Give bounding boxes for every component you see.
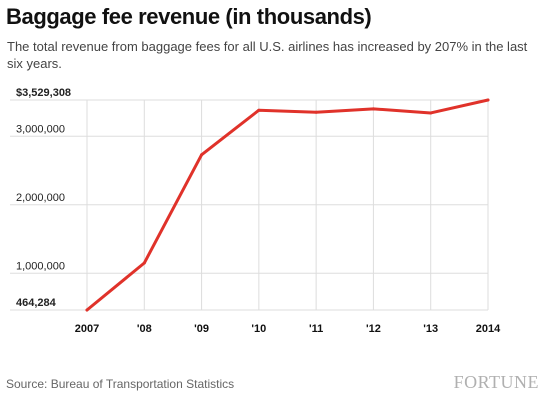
fortune-logo: FORTUNE — [453, 372, 539, 392]
y-tick-label: 2,000,000 — [16, 192, 65, 204]
x-axis-labels: 2007 '08 '09 '10 '11 '12 '13 2014 — [75, 323, 501, 335]
x-tick-label: '10 — [251, 323, 266, 335]
y-axis-labels: $3,529,308 3,000,000 2,000,000 1,000,000 464… — [16, 87, 71, 309]
data-point — [85, 308, 89, 312]
data-point — [257, 108, 261, 112]
x-tick-label: '08 — [137, 323, 152, 335]
x-tick-label: '12 — [366, 323, 381, 335]
x-tick-label: 2014 — [476, 323, 501, 335]
x-tick-label: '09 — [194, 323, 209, 335]
gridlines — [10, 99, 489, 311]
chart-title: Baggage fee revenue (in thousands) — [6, 4, 372, 29]
x-tick-label: '11 — [309, 323, 323, 335]
series-line — [85, 98, 490, 312]
y-tick-label: 464,284 — [16, 297, 57, 309]
line-chart: $3,529,308 3,000,000 2,000,000 1,000,000 464… — [10, 87, 501, 335]
data-point — [429, 111, 433, 115]
data-point — [200, 153, 204, 157]
data-point — [314, 110, 318, 114]
chart-subtitle: The total revenue from baggage fees for … — [7, 39, 528, 71]
x-tick-label: 2007 — [75, 323, 99, 335]
y-tick-label: $3,529,308 — [16, 87, 71, 99]
y-tick-label: 3,000,000 — [16, 123, 65, 135]
x-tick-label: '13 — [423, 323, 438, 335]
data-point — [371, 107, 375, 111]
data-point — [142, 261, 146, 265]
y-tick-label: 1,000,000 — [16, 260, 65, 272]
source-note: Source: Bureau of Transportation Statist… — [6, 377, 235, 391]
data-point — [486, 98, 490, 102]
series-layer — [85, 98, 490, 312]
